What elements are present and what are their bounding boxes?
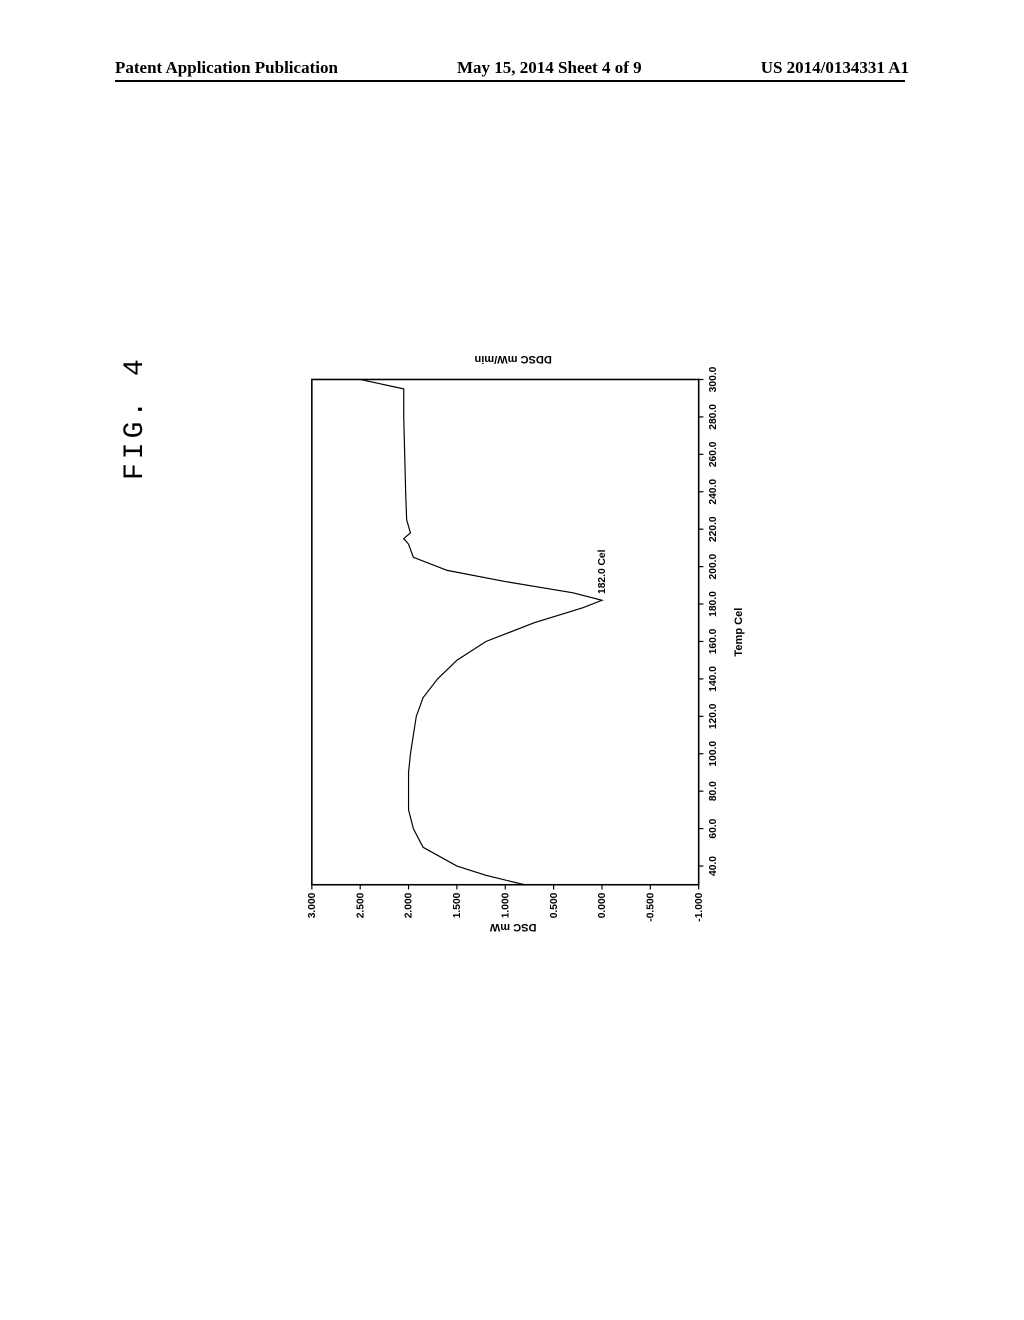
header-center: May 15, 2014 Sheet 4 of 9 — [457, 58, 642, 78]
svg-text:0.000: 0.000 — [597, 892, 608, 918]
svg-text:240.0: 240.0 — [708, 479, 719, 505]
svg-text:80.0: 80.0 — [708, 781, 719, 801]
dsc-chart: DSC mW DDSC mW/min Temp Cel -1.000 -0.500… — [145, 340, 905, 940]
svg-text:2.500: 2.500 — [355, 892, 366, 918]
svg-text:280.0: 280.0 — [708, 404, 719, 430]
svg-text:2.000: 2.000 — [404, 892, 415, 918]
x-ticks: 40.0 60.0 80.0 100.0 120.0 140.0 160.0 180.0 200… — [699, 366, 719, 876]
svg-text:140.0: 140.0 — [708, 666, 719, 692]
svg-text:200.0: 200.0 — [708, 553, 719, 579]
svg-text:3.000: 3.000 — [307, 892, 318, 918]
svg-text:60.0: 60.0 — [708, 818, 719, 838]
header-right: US 2014/0134331 A1 — [761, 58, 909, 78]
y-axis-left-label: DSC mW — [489, 921, 536, 933]
svg-text:120.0: 120.0 — [708, 703, 719, 729]
svg-text:180.0: 180.0 — [708, 591, 719, 617]
svg-text:0.500: 0.500 — [549, 892, 560, 918]
x-axis-label: Temp Cel — [733, 608, 745, 657]
svg-text:1.500: 1.500 — [452, 892, 463, 918]
svg-text:40.0: 40.0 — [708, 856, 719, 876]
svg-text:260.0: 260.0 — [708, 441, 719, 467]
plot-border — [312, 379, 699, 884]
header-divider — [115, 80, 905, 82]
peak-annotation: 182.0 Cel — [597, 549, 608, 594]
chart-svg: DSC mW DDSC mW/min Temp Cel -1.000 -0.500… — [145, 340, 905, 940]
svg-text:220.0: 220.0 — [708, 516, 719, 542]
svg-text:-0.500: -0.500 — [645, 892, 656, 921]
y-axis-right-label: DDSC mW/min — [474, 353, 552, 365]
svg-text:1.000: 1.000 — [500, 892, 511, 918]
header-left: Patent Application Publication — [115, 58, 338, 78]
y-ticks: -1.000 -0.500 0.000 0.500 1.000 1.500 2.000 2.5… — [307, 885, 705, 922]
patent-header: Patent Application Publication May 15, 2… — [0, 58, 1024, 78]
svg-text:160.0: 160.0 — [708, 628, 719, 654]
svg-text:100.0: 100.0 — [708, 741, 719, 767]
svg-text:-1.000: -1.000 — [694, 892, 705, 921]
svg-text:300.0: 300.0 — [708, 366, 719, 392]
dsc-curve — [360, 379, 602, 884]
